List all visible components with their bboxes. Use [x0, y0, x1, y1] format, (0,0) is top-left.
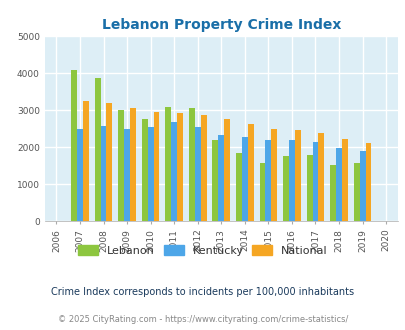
Bar — [71, 70, 77, 221]
Bar — [106, 103, 112, 221]
Bar — [294, 130, 300, 221]
Bar — [153, 112, 159, 221]
Legend: Lebanon, Kentucky, National: Lebanon, Kentucky, National — [73, 241, 332, 260]
Bar — [364, 143, 371, 221]
Bar — [83, 101, 89, 221]
Bar — [247, 124, 253, 221]
Bar — [235, 153, 241, 221]
Bar — [124, 129, 130, 221]
Bar — [265, 140, 271, 221]
Bar — [259, 163, 265, 221]
Bar — [218, 135, 224, 221]
Bar — [335, 148, 341, 221]
Bar — [165, 107, 171, 221]
Bar — [318, 133, 324, 221]
Bar — [200, 115, 206, 221]
Bar — [288, 140, 294, 221]
Bar — [312, 142, 318, 221]
Text: Crime Index corresponds to incidents per 100,000 inhabitants: Crime Index corresponds to incidents per… — [51, 287, 354, 297]
Bar — [224, 119, 230, 221]
Bar — [118, 110, 124, 221]
Bar — [212, 140, 218, 221]
Bar — [194, 127, 200, 221]
Bar — [130, 108, 136, 221]
Bar — [329, 165, 335, 221]
Bar — [177, 113, 183, 221]
Bar — [171, 122, 177, 221]
Bar — [241, 137, 247, 221]
Bar — [306, 155, 312, 221]
Bar — [147, 127, 153, 221]
Bar — [100, 126, 106, 221]
Bar — [77, 129, 83, 221]
Title: Lebanon Property Crime Index: Lebanon Property Crime Index — [101, 18, 340, 32]
Bar — [359, 151, 364, 221]
Bar — [94, 78, 100, 221]
Bar — [271, 129, 277, 221]
Bar — [353, 163, 359, 221]
Bar — [341, 139, 347, 221]
Text: © 2025 CityRating.com - https://www.cityrating.com/crime-statistics/: © 2025 CityRating.com - https://www.city… — [58, 315, 347, 324]
Bar — [141, 119, 147, 221]
Bar — [188, 108, 194, 221]
Bar — [282, 156, 288, 221]
